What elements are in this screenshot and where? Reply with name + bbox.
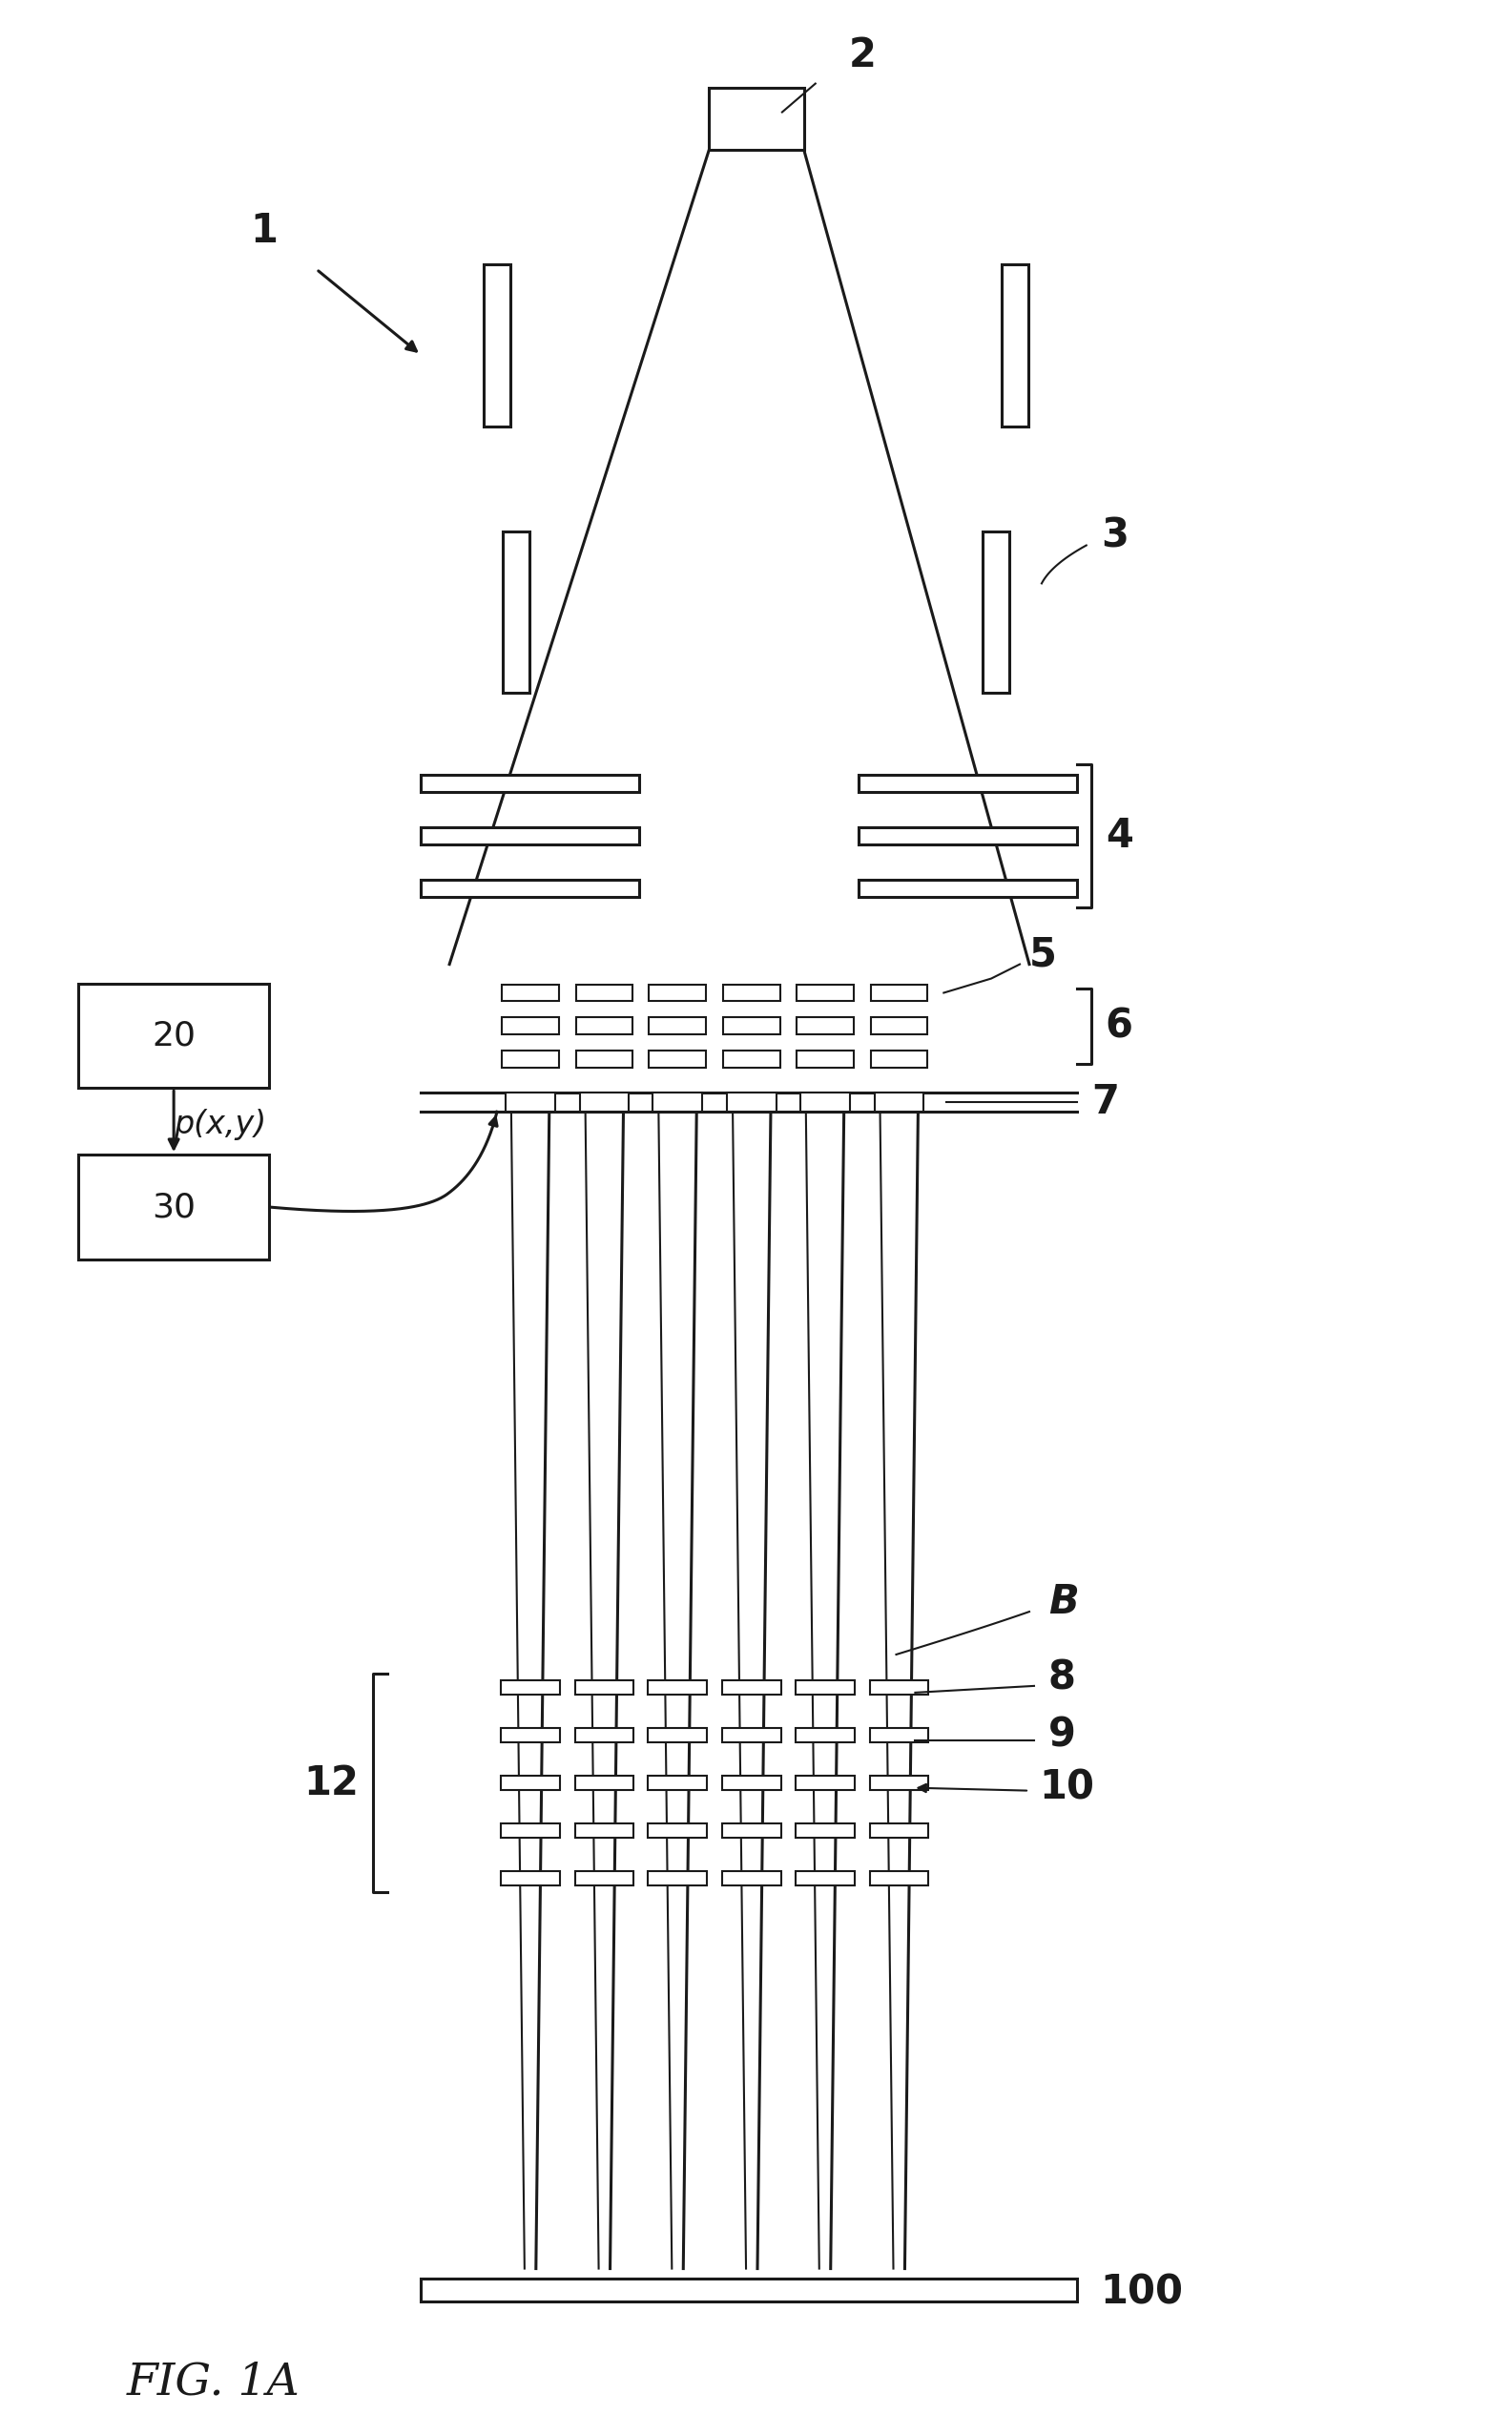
Bar: [575, 1872, 634, 1886]
Bar: [859, 828, 1077, 845]
Bar: [869, 1681, 928, 1695]
Bar: [871, 1017, 927, 1034]
Bar: [500, 1681, 559, 1695]
Bar: [420, 828, 640, 845]
Text: 12: 12: [304, 1763, 360, 1804]
Text: 4: 4: [1105, 816, 1132, 855]
Bar: [500, 1729, 559, 1744]
Bar: [649, 1017, 706, 1034]
Bar: [871, 985, 927, 1002]
Bar: [649, 1729, 708, 1744]
Text: 100: 100: [1101, 2273, 1184, 2314]
Text: 10: 10: [1039, 1768, 1095, 1809]
Bar: [653, 1092, 702, 1111]
Bar: [500, 1775, 559, 1790]
Bar: [871, 1051, 927, 1067]
Bar: [795, 1823, 854, 1838]
Bar: [576, 1017, 634, 1034]
Bar: [795, 1681, 854, 1695]
Bar: [723, 1775, 782, 1790]
Bar: [502, 531, 529, 693]
Bar: [502, 1017, 559, 1034]
Bar: [983, 531, 1010, 693]
Bar: [859, 879, 1077, 896]
Bar: [723, 1823, 782, 1838]
Text: 30: 30: [151, 1191, 195, 1224]
Bar: [709, 87, 804, 150]
Bar: [727, 1092, 777, 1111]
Text: 3: 3: [1101, 517, 1128, 555]
Text: 8: 8: [1048, 1659, 1077, 1698]
Text: p(x,y): p(x,y): [174, 1108, 266, 1140]
Bar: [79, 983, 269, 1089]
Text: 7: 7: [1092, 1082, 1119, 1123]
Text: 9: 9: [1048, 1715, 1077, 1756]
Bar: [723, 985, 780, 1002]
Bar: [502, 1051, 559, 1067]
Bar: [649, 1051, 706, 1067]
Bar: [795, 1729, 854, 1744]
Text: FIG. 1A: FIG. 1A: [125, 2362, 299, 2405]
Bar: [575, 1681, 634, 1695]
Bar: [79, 1154, 269, 1258]
Bar: [420, 879, 640, 896]
Text: 6: 6: [1105, 1007, 1132, 1046]
Bar: [874, 1092, 924, 1111]
Bar: [723, 1017, 780, 1034]
Bar: [795, 1775, 854, 1790]
Bar: [649, 1775, 708, 1790]
Text: 1: 1: [249, 210, 278, 251]
Text: 5: 5: [1030, 935, 1057, 976]
Bar: [797, 985, 853, 1002]
Bar: [576, 1051, 634, 1067]
Bar: [649, 1872, 708, 1886]
Bar: [420, 775, 640, 792]
Bar: [500, 1872, 559, 1886]
Bar: [649, 985, 706, 1002]
Bar: [649, 1681, 708, 1695]
Bar: [723, 1729, 782, 1744]
Bar: [649, 1823, 708, 1838]
Bar: [500, 1823, 559, 1838]
Bar: [800, 1092, 850, 1111]
Bar: [502, 985, 559, 1002]
Text: B: B: [1048, 1582, 1078, 1623]
Bar: [579, 1092, 629, 1111]
Bar: [797, 1017, 853, 1034]
Bar: [575, 1729, 634, 1744]
Text: 20: 20: [151, 1019, 195, 1053]
Bar: [575, 1823, 634, 1838]
Bar: [869, 1775, 928, 1790]
Bar: [1002, 266, 1028, 427]
Bar: [797, 1051, 853, 1067]
Bar: [484, 266, 510, 427]
Text: 2: 2: [848, 34, 877, 75]
Bar: [859, 775, 1077, 792]
Bar: [869, 1729, 928, 1744]
Bar: [869, 1872, 928, 1886]
Bar: [505, 1092, 555, 1111]
Bar: [723, 1051, 780, 1067]
Bar: [869, 1823, 928, 1838]
Bar: [795, 1872, 854, 1886]
Bar: [576, 985, 634, 1002]
Bar: [723, 1681, 782, 1695]
Bar: [420, 2277, 1077, 2301]
Bar: [723, 1872, 782, 1886]
Bar: [575, 1775, 634, 1790]
